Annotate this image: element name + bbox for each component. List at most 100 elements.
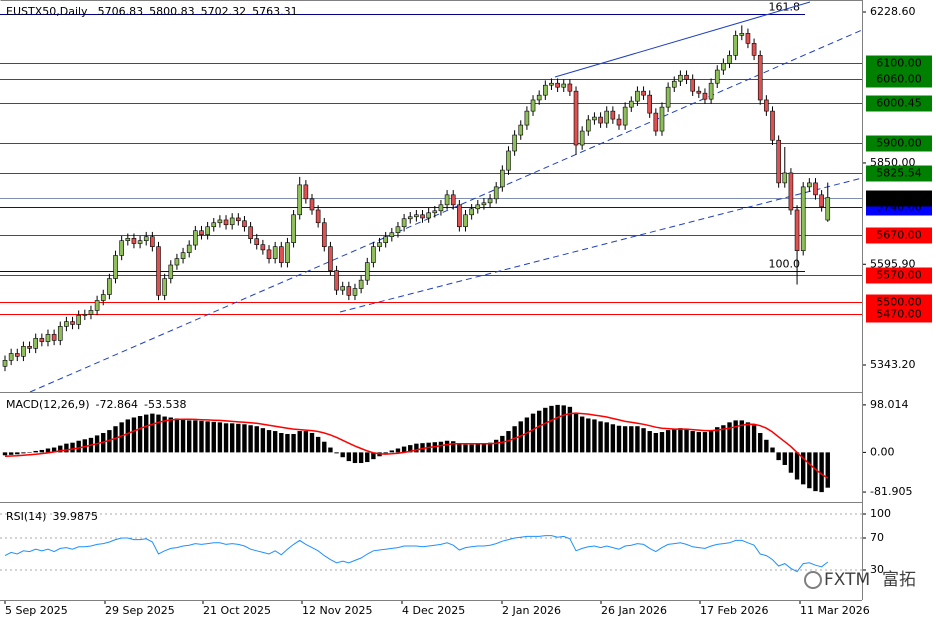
candle-body (70, 321, 75, 325)
macd-bar (807, 452, 812, 489)
candle-body (678, 74, 683, 82)
macd-bar (647, 431, 652, 453)
candle-body (8, 353, 14, 361)
macd-bar (211, 421, 216, 453)
candle-body (414, 214, 419, 218)
y-tick-label: 5595.90 (870, 257, 916, 270)
candle-body (340, 286, 346, 291)
macd-bar (156, 414, 161, 453)
macd-bar (113, 426, 118, 453)
candle-body (328, 246, 333, 271)
macd-bar (51, 447, 57, 453)
candle-body (585, 119, 591, 132)
macd-bar (782, 452, 787, 465)
macd-bar (137, 416, 143, 453)
candle-body (64, 321, 69, 327)
level-label: 5900.00 (876, 137, 922, 150)
macd-bar (506, 431, 511, 453)
candle-body (543, 84, 548, 96)
candle-body (143, 236, 149, 241)
macd-bar (444, 440, 450, 453)
candle-body (481, 202, 487, 206)
macd-bar (193, 420, 198, 453)
x-tick-label: 17 Feb 2026 (700, 604, 768, 617)
level-label-box (866, 306, 932, 323)
symbol: EUSTX50,Daily (6, 5, 88, 18)
level-label: 5670.00 (876, 229, 922, 242)
macd-bar (408, 445, 413, 453)
y-tick-label: -81.905 (870, 485, 912, 498)
candle-body (506, 150, 511, 171)
macd-bar (801, 452, 806, 485)
candle-body (573, 90, 579, 146)
candle-body (592, 116, 597, 121)
candle-body (659, 106, 665, 132)
candle-body (162, 278, 167, 296)
candle-body (266, 249, 272, 259)
candle-body (285, 242, 290, 263)
macd-bar (119, 422, 124, 453)
macd-bar (15, 452, 20, 455)
macd-bar (272, 431, 278, 453)
candle-body (782, 172, 788, 184)
macd-bar (629, 426, 634, 453)
level-label: 5500.00 (876, 296, 922, 309)
candle-body (193, 230, 198, 246)
candle-body (727, 55, 732, 64)
macd-bar (481, 443, 487, 453)
y-tick-label: 6228.60 (870, 5, 916, 18)
macd-bar (616, 425, 622, 453)
candle-body (100, 294, 106, 301)
macd-bar (512, 426, 517, 453)
macd-bar (500, 435, 505, 453)
macd-bar (494, 439, 499, 453)
candle-body (113, 255, 118, 279)
macd-bar (254, 426, 259, 453)
candle-body (217, 219, 223, 224)
macd-bar (285, 433, 290, 453)
candle-body (377, 242, 382, 247)
candle-body (242, 220, 247, 228)
macd-bar (21, 452, 26, 454)
candle-body (174, 258, 180, 266)
macd-bar (745, 422, 751, 453)
macd-bar (358, 452, 364, 464)
macd-bar (279, 432, 284, 453)
candle-body (51, 334, 57, 341)
candle-body (635, 90, 640, 102)
macd-bar (236, 423, 241, 453)
level-label-box (866, 135, 932, 152)
macd-bar (187, 420, 192, 453)
candle-body (137, 240, 143, 244)
candle-body (616, 118, 622, 126)
macd-bar (340, 452, 345, 458)
y-tick-label: 100 (870, 507, 891, 520)
candle-body (776, 139, 781, 184)
macd-bar (315, 436, 321, 453)
macd-bar (180, 419, 186, 453)
candle-body (475, 204, 481, 210)
macd-bar (291, 433, 296, 453)
level-label-box (866, 55, 932, 72)
macd-bar (438, 441, 444, 453)
candle-body (714, 69, 720, 84)
candle-body (622, 106, 628, 126)
macd-bar (776, 452, 781, 461)
fib-label: 161.8 (769, 1, 801, 14)
macd-bar (665, 430, 671, 453)
candle-body (561, 83, 567, 88)
macd-bar (555, 404, 560, 453)
macd-bar (739, 420, 744, 453)
candle-body (76, 314, 81, 325)
candle-body (665, 86, 671, 108)
candle-body (383, 236, 388, 243)
macd-bar (27, 452, 32, 453)
candle-body (125, 238, 131, 241)
macd-title: MACD(12,26,9) (6, 398, 90, 411)
watermark: FXTM 富拓 (804, 570, 916, 590)
macd-bar (266, 430, 272, 453)
candle-body (794, 209, 800, 251)
candle-body (291, 214, 296, 243)
